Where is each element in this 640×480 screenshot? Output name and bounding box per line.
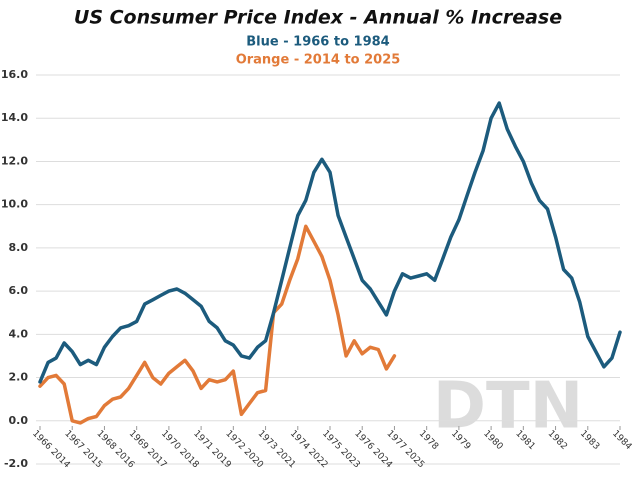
y-tick-label: 4.0 — [9, 327, 29, 340]
y-tick-label: 6.0 — [9, 284, 29, 297]
y-tick-label: 12.0 — [1, 154, 28, 167]
y-tick-label: 16.0 — [1, 68, 28, 81]
y-tick-label: 10.0 — [1, 198, 28, 211]
chart-title: US Consumer Price Index - Annual % Incre… — [74, 7, 562, 29]
y-tick-label: 8.0 — [9, 241, 29, 254]
subtitle: Blue - 1966 to 1984 — [246, 35, 389, 50]
y-tick-label: 0.0 — [9, 414, 29, 427]
line — [38, 101, 622, 384]
line — [38, 224, 397, 425]
x-tick-label: 1984 — [610, 429, 633, 452]
y-tick-label: 14.0 — [1, 111, 28, 124]
y-tick-label: 2.0 — [9, 371, 29, 384]
y-tick-label: -2.0 — [4, 457, 28, 470]
subtitle: Orange - 2014 to 2025 — [236, 53, 401, 68]
watermark: DTN — [433, 370, 583, 444]
